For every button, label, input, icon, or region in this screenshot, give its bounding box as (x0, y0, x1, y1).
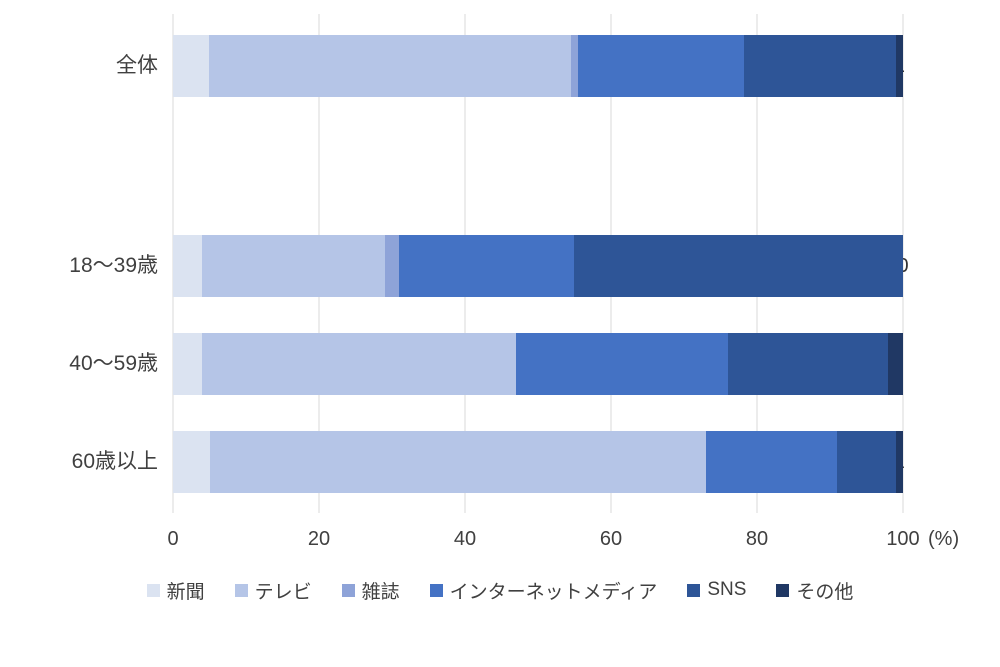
legend-item: SNS (687, 579, 746, 601)
bar-segment (384, 235, 400, 297)
legend-item: テレビ (234, 577, 312, 604)
bar-segment (202, 333, 517, 395)
bar-segment (895, 431, 903, 493)
legend-label: 雑誌 (361, 581, 400, 603)
x-axis-unit-label: (%) (928, 528, 960, 550)
data-label: 0 (897, 255, 909, 277)
bar-segment (173, 333, 203, 395)
bar-segment (209, 431, 706, 493)
legend-label: 新聞 (166, 581, 205, 603)
bar-row (173, 431, 903, 493)
x-tick-label: 60 (599, 528, 623, 550)
bar-row (173, 35, 903, 97)
x-tick-label: 40 (453, 528, 477, 550)
bar-segment (516, 333, 728, 395)
legend-swatch (776, 583, 790, 597)
legend-item: インターネットメディア (429, 577, 658, 604)
bar-segment (577, 35, 744, 97)
bar-segment (705, 431, 838, 493)
bar-segment (173, 235, 203, 297)
legend-item: 新聞 (146, 577, 205, 604)
category-label: 全体 (116, 54, 158, 77)
legend-label: SNS (707, 579, 747, 600)
bar-segment (837, 431, 896, 493)
legend-swatch (341, 583, 355, 597)
category-label: 60歳以上 (71, 450, 158, 473)
x-tick-label: 20 (307, 528, 331, 550)
legend-item: その他 (776, 577, 853, 604)
bar-segment (895, 35, 903, 97)
gridline (902, 14, 904, 513)
legend-swatch (429, 583, 443, 597)
bar-segment (399, 235, 575, 297)
plot-area: 55012321142522445044302922256801881 (172, 14, 909, 513)
x-tick-label: 0 (167, 528, 179, 550)
x-tick-label: 100 (886, 528, 920, 550)
bar-segment (743, 35, 896, 97)
legend-label: その他 (796, 581, 854, 603)
legend-swatch (234, 583, 248, 597)
legend-swatch (146, 583, 160, 597)
legend-item: 雑誌 (341, 577, 400, 604)
legend-label: テレビ (254, 581, 312, 603)
legend-swatch (687, 583, 701, 597)
legend: 新聞 テレビ 雑誌 インターネットメディア SNS その他 (0, 573, 1000, 607)
x-axis: 0 20 40 60 80 100 (167, 524, 919, 554)
bar-segment (574, 235, 903, 297)
x-tick-label: 80 (745, 528, 769, 550)
bar-segment (173, 431, 210, 493)
bar-segment (202, 235, 385, 297)
legend-label: インターネットメディア (449, 581, 658, 603)
bar-segment (727, 333, 889, 395)
bar-segment (888, 333, 903, 395)
bar-segment (173, 35, 210, 97)
bar-row (173, 235, 903, 297)
bar-row (173, 333, 903, 395)
bar-segment (570, 35, 578, 97)
category-label: 40〜59歳 (69, 352, 158, 375)
bar-segment (209, 35, 571, 97)
category-label: 18〜39歳 (69, 254, 158, 277)
